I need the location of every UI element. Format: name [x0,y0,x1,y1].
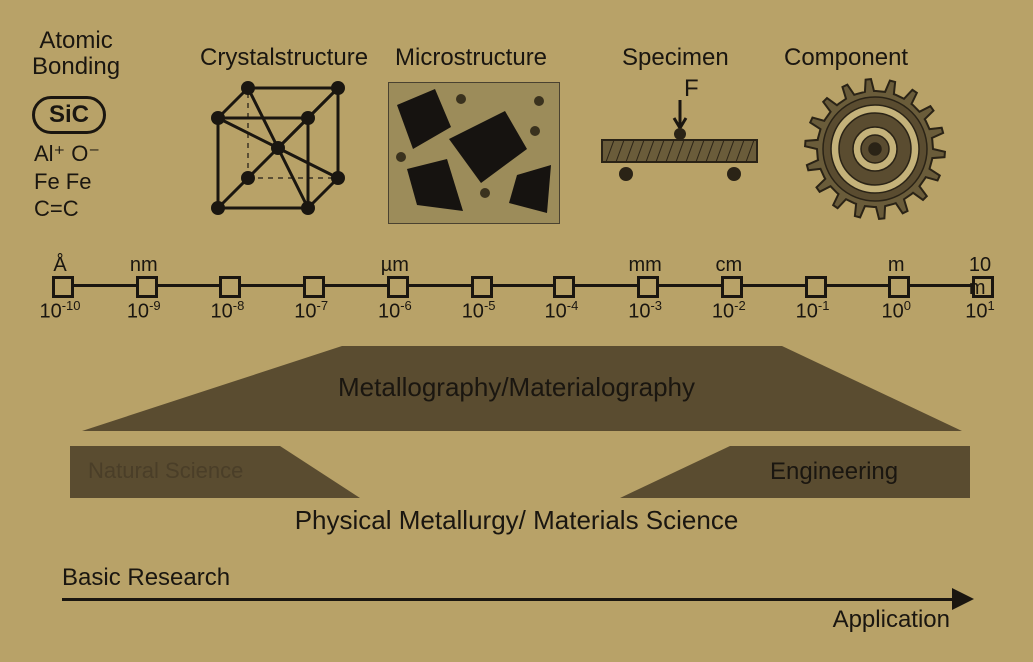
axis-unit: nm [130,254,158,277]
axis-tick [136,276,158,298]
arrow-head-icon [952,588,974,610]
axis-tick [721,276,743,298]
microstructure-panel [388,82,560,224]
axis-exponent: 10-3 [628,298,662,324]
axis-exponent: 10-7 [294,298,328,324]
axis-unit: mm [628,254,661,277]
specimen-diagram: F [592,78,767,218]
bond-row: C=C [34,195,100,223]
natural-science-label: Natural Science [88,458,243,484]
axis-exponent: 10-8 [211,298,245,324]
axis-tick [219,276,241,298]
axis-exponent: 101 [965,298,994,324]
crystal-structure-icon [188,78,358,228]
axis-exponent: 10-2 [712,298,746,324]
research-to-application-arrow: Basic Research Application [62,582,974,632]
arrow-left-label: Basic Research [62,564,230,592]
axis-exponent: 10-1 [796,298,830,324]
axis-tick [805,276,827,298]
axis-tick [387,276,409,298]
heading-specimen: Specimen [622,44,729,72]
sic-pill: SiC [32,96,106,134]
axis-exponent: 10-9 [127,298,161,324]
axis-unit: m [888,254,905,277]
gear-icon [800,74,950,224]
physical-metallurgy-label: Physical Metallurgy/ Materials Science [0,506,1033,536]
axis-tick [303,276,325,298]
bond-list: Al⁺ O⁻ Fe Fe C=C [34,140,100,223]
axis-exponent: 100 [882,298,911,324]
engineering-label: Engineering [770,458,898,486]
axis-line [60,284,980,287]
axis-exponent: 10-4 [544,298,578,324]
axis-tick [888,276,910,298]
axis-exponent: 10-5 [462,298,496,324]
heading-atomic-bonding: Atomic Bonding [32,28,120,81]
heading-crystal: Crystalstructure [200,44,368,72]
scale-axis: Å10-10nm10-910-810-7µm10-610-510-4mm10-3… [60,260,980,330]
axis-unit: cm [715,254,742,277]
metallography-label: Metallography/Materialography [0,372,1033,403]
arrow-line [62,598,960,601]
arrow-right-label: Application [833,606,950,634]
axis-tick [471,276,493,298]
bond-row: Fe Fe [34,168,100,196]
axis-unit: Å [53,254,66,277]
heading-component: Component [784,44,908,72]
bond-row: Al⁺ O⁻ [34,140,100,168]
axis-unit: µm [381,254,409,277]
svg-text:F: F [684,78,699,102]
axis-exponent: 10-10 [39,298,80,324]
axis-exponent: 10-6 [378,298,412,324]
axis-tick [553,276,575,298]
axis-unit: 10 m [969,254,991,300]
axis-tick [52,276,74,298]
axis-tick [637,276,659,298]
heading-microstructure: Microstructure [395,44,547,72]
